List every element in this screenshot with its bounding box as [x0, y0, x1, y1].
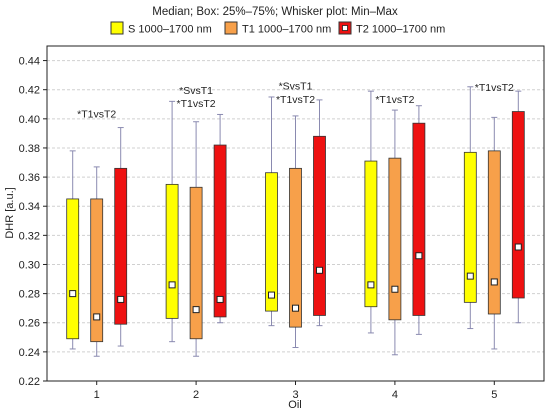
legend-label: T1 1000–1700 nm [242, 24, 331, 36]
x-tick-label: 4 [392, 389, 398, 401]
box-iqr [511, 111, 525, 299]
box-iqr [165, 183, 179, 319]
y-axis: 0.22 0.24 0.26 0.28 0.30 0.32 0.34 0.36 0.38 0.40… [19, 56, 47, 388]
box-group [364, 90, 378, 334]
median-marker [415, 252, 423, 260]
box-group [265, 96, 278, 327]
significance-annotation: *T1vsT2 [375, 94, 414, 106]
box-iqr [114, 167, 128, 325]
significance-annotation: *T1vsT2 [276, 94, 315, 106]
y-tick-label: 0.26 [19, 318, 40, 330]
box-group [114, 127, 128, 347]
y-tick-label: 0.24 [19, 347, 40, 359]
median-marker [69, 290, 77, 298]
box-iqr [388, 157, 402, 321]
significance-annotation: *SvsT1 [279, 81, 313, 93]
y-tick-label: 0.42 [19, 85, 40, 97]
x-axis: 1 2 3 4 5 [94, 381, 497, 401]
box-group [388, 109, 402, 356]
y-tick-label: 0.22 [19, 376, 40, 388]
x-tick-label: 3 [292, 389, 298, 401]
box-group [213, 113, 227, 324]
significance-annotation: *SvsT1 [179, 85, 213, 97]
box-group [463, 86, 477, 330]
y-tick-label: 0.38 [19, 143, 40, 155]
median-marker [168, 281, 176, 289]
box-iqr [364, 160, 378, 308]
median-marker [316, 266, 323, 274]
chart-title: Median; Box: 25%–75%; Whisker plot: Min–… [152, 6, 398, 18]
box-group [487, 116, 501, 350]
median-marker [268, 291, 275, 299]
median-marker [292, 304, 299, 312]
box-group [90, 166, 104, 357]
box-iqr [313, 135, 326, 316]
median-marker [93, 313, 101, 321]
box-group [313, 99, 326, 327]
y-axis-label: DHR [a.u.] [4, 187, 16, 238]
annotations: *T1vsT2*SvsT1*T1vsT2*SvsT1*T1vsT2 *T1vsT2… [77, 81, 514, 121]
y-tick-label: 0.44 [19, 56, 40, 68]
legend-median-marker [342, 25, 348, 31]
x-tick-label: 5 [491, 389, 497, 401]
box-iqr [412, 122, 426, 316]
median-marker [117, 295, 125, 303]
box-iqr [289, 167, 302, 328]
box-iqr [90, 198, 104, 343]
x-axis-label: Oil [288, 399, 301, 411]
y-tick-label: 0.30 [19, 259, 40, 271]
box-iqr [66, 198, 80, 340]
box-group [412, 105, 426, 335]
y-tick-label: 0.34 [19, 201, 40, 213]
median-marker [466, 272, 474, 280]
y-tick-label: 0.36 [19, 172, 40, 184]
y-tick-label: 0.28 [19, 289, 40, 301]
box-group [66, 150, 80, 350]
box-iqr [487, 150, 501, 315]
median-marker [490, 278, 498, 286]
box-group [165, 100, 179, 343]
significance-annotation: *T1vsT2 [77, 108, 116, 120]
legend-label: T2 1000–1700 nm [356, 24, 445, 36]
legend-swatch [110, 21, 124, 35]
box-group [511, 90, 525, 324]
significance-annotation: *T1vsT2 [475, 82, 514, 94]
box-iqr [463, 151, 477, 303]
median-marker [514, 243, 522, 251]
legend-label: S 1000–1700 nm [128, 24, 212, 36]
significance-annotation: *T1vsT2 [177, 98, 216, 110]
box-iqr [189, 186, 203, 340]
median-marker [216, 295, 224, 303]
box-group [189, 121, 203, 357]
median-marker [192, 306, 200, 314]
y-tick-label: 0.32 [19, 230, 40, 242]
legend-swatch [224, 21, 238, 35]
x-tick-label: 2 [193, 389, 199, 401]
median-marker [367, 281, 375, 289]
y-tick-label: 0.40 [19, 114, 40, 126]
box-group [289, 115, 302, 348]
legend: S 1000–1700 nm T1 1000–1700 nm T2 1000–170… [110, 21, 445, 36]
x-tick-label: 1 [94, 389, 100, 401]
box-iqr [265, 172, 278, 312]
median-marker [391, 285, 399, 293]
box-iqr [213, 144, 227, 318]
boxes [66, 86, 525, 357]
